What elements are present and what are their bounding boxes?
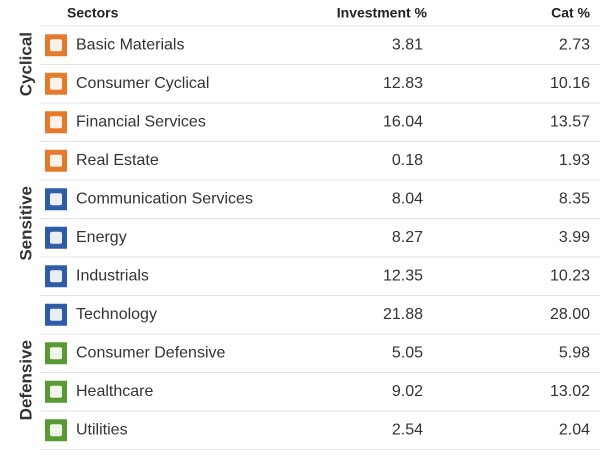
cat-value: 8.35 [559, 190, 590, 207]
cat-value: 5.98 [559, 344, 590, 361]
sector-name: Basic Materials [76, 36, 184, 53]
investment-value: 5.05 [392, 344, 423, 361]
investment-value: 16.04 [383, 113, 423, 130]
investment-value: 21.88 [383, 306, 423, 323]
cat-value: 1.93 [559, 152, 590, 169]
cat-value: 3.99 [559, 229, 590, 246]
sector-icon-glyph [50, 231, 62, 244]
investment-value: 0.18 [392, 152, 423, 169]
sector-name: Utilities [76, 421, 128, 438]
sector-name: Healthcare [76, 383, 153, 400]
investment-value: 8.04 [392, 190, 423, 207]
sector-name: Consumer Defensive [76, 344, 226, 361]
header-cat: Cat % [551, 5, 590, 21]
group-label: Cyclical [16, 32, 35, 96]
sector-icon-glyph [50, 385, 62, 398]
sector-name: Financial Services [76, 113, 206, 130]
cat-value: 10.16 [550, 75, 590, 92]
sector-name: Consumer Cyclical [76, 75, 209, 92]
cat-value: 10.23 [550, 267, 590, 284]
header-investment: Investment % [337, 5, 428, 21]
sector-icon-glyph [50, 193, 62, 206]
cat-value: 28.00 [550, 306, 590, 323]
sector-icon-glyph [50, 39, 62, 52]
sector-icon-glyph [50, 424, 62, 437]
sector-name: Communication Services [76, 190, 253, 207]
cat-value: 2.04 [559, 421, 590, 438]
sector-icon-glyph [50, 154, 62, 167]
sector-name: Industrials [76, 267, 149, 284]
investment-value: 8.27 [392, 229, 423, 246]
sector-name: Technology [76, 306, 157, 323]
cat-value: 13.57 [550, 113, 590, 130]
sector-icon-glyph [50, 308, 62, 321]
sector-icon-glyph [50, 270, 62, 283]
sector-icon-glyph [50, 77, 62, 90]
investment-value: 12.83 [383, 75, 423, 92]
investment-value: 3.81 [392, 36, 423, 53]
group-label: Sensitive [16, 186, 35, 261]
investment-value: 9.02 [392, 383, 423, 400]
sector-icon-glyph [50, 347, 62, 360]
cat-value: 13.02 [550, 383, 590, 400]
investment-value: 2.54 [392, 421, 423, 438]
sector-name: Real Estate [76, 152, 159, 169]
group-label: Defensive [16, 340, 35, 420]
sector-icon-glyph [50, 116, 62, 129]
investment-value: 12.35 [383, 267, 423, 284]
header-sectors: Sectors [67, 5, 119, 21]
sector-name: Energy [76, 229, 127, 246]
cat-value: 2.73 [559, 36, 590, 53]
